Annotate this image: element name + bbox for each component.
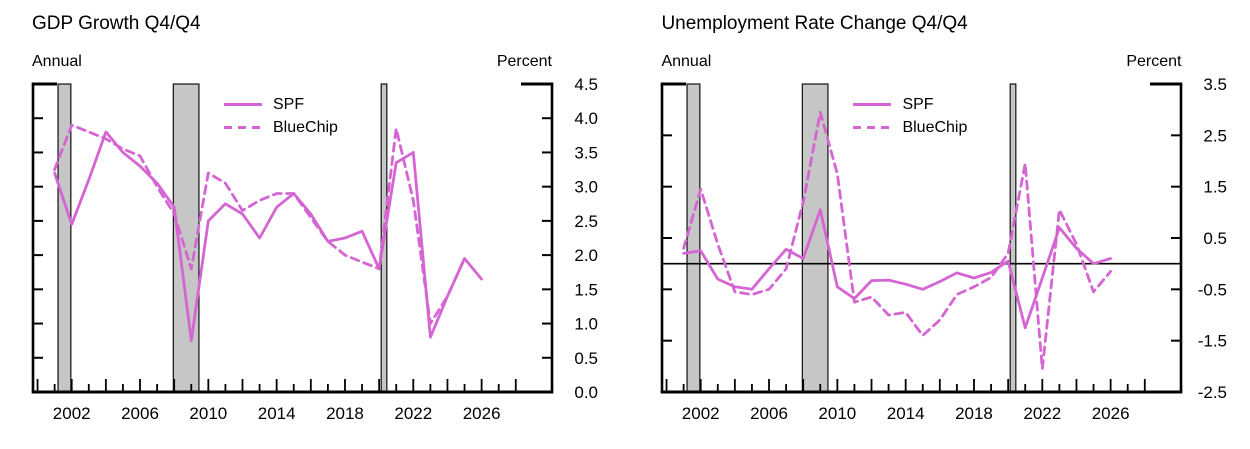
legend: SPF BlueChip xyxy=(853,93,967,139)
spf-line-sample xyxy=(853,103,892,106)
chart-gdp-growth: GDP Growth Q4/Q4 Annual Percent 0.0 0.5 1.… xyxy=(31,13,598,423)
chart-title: GDP Growth Q4/Q4 xyxy=(32,13,201,34)
svg-text:2010: 2010 xyxy=(819,404,857,423)
legend-entry-spf: SPF xyxy=(853,93,967,116)
svg-text:2026: 2026 xyxy=(1092,404,1130,423)
svg-text:-1.5: -1.5 xyxy=(1198,332,1227,351)
svg-text:4.5: 4.5 xyxy=(574,75,598,94)
svg-text:2006: 2006 xyxy=(121,404,159,423)
legend-label-spf: SPF xyxy=(902,95,934,113)
legend: SPF BlueChip xyxy=(224,93,338,139)
svg-text:-0.5: -0.5 xyxy=(1198,280,1227,299)
svg-text:2.0: 2.0 xyxy=(574,246,598,265)
y-axis-unit-label: Percent xyxy=(1126,53,1182,70)
svg-text:2022: 2022 xyxy=(394,404,432,423)
unemployment-rate-change-plot: -2.5 -1.5 -0.5 0.5 1.5 2.5 3.5 2002 2006 2010 2014… xyxy=(661,75,1228,423)
legend-label-bluechip: BlueChip xyxy=(902,118,968,136)
bluechip-line-sample xyxy=(224,126,262,129)
x-axis-unit-label: Annual xyxy=(661,53,712,70)
svg-text:1.5: 1.5 xyxy=(1204,178,1228,197)
svg-text:2006: 2006 xyxy=(751,404,789,423)
legend-entry-bluechip: BlueChip xyxy=(224,116,338,139)
svg-text:1.0: 1.0 xyxy=(574,315,598,334)
svg-text:2014: 2014 xyxy=(258,404,296,423)
svg-text:0.0: 0.0 xyxy=(574,383,598,402)
x-axis-unit-label: Annual xyxy=(32,53,82,70)
svg-text:3.5: 3.5 xyxy=(1204,75,1228,94)
svg-text:2018: 2018 xyxy=(956,404,994,423)
svg-text:2010: 2010 xyxy=(189,404,227,423)
svg-text:2.5: 2.5 xyxy=(574,212,598,231)
legend-label-bluechip: BlueChip xyxy=(273,118,338,136)
svg-text:2026: 2026 xyxy=(463,404,501,423)
chart-title: Unemployment Rate Change Q4/Q4 xyxy=(661,13,968,34)
svg-text:2.5: 2.5 xyxy=(1204,126,1228,145)
svg-text:4.0: 4.0 xyxy=(574,109,598,128)
svg-text:1.5: 1.5 xyxy=(574,280,598,299)
svg-text:3.5: 3.5 xyxy=(574,143,598,162)
svg-text:2002: 2002 xyxy=(682,404,720,423)
legend-label-spf: SPF xyxy=(273,95,305,113)
svg-text:2002: 2002 xyxy=(53,404,91,423)
svg-text:0.5: 0.5 xyxy=(1204,229,1228,248)
svg-text:2022: 2022 xyxy=(1024,404,1062,423)
svg-text:2014: 2014 xyxy=(887,404,925,423)
svg-text:-2.5: -2.5 xyxy=(1198,383,1227,402)
y-axis-unit-label: Percent xyxy=(496,53,552,70)
svg-text:3.0: 3.0 xyxy=(574,178,598,197)
svg-text:2018: 2018 xyxy=(326,404,364,423)
gdp-growth-plot: 0.0 0.5 1.0 1.5 2.0 2.5 3.0 3.5 4.0 4.5 2002 2006 20… xyxy=(31,75,598,423)
spf-line-sample xyxy=(224,103,262,106)
bluechip-line-sample xyxy=(853,126,892,129)
chart-unemployment-rate-change: Unemployment Rate Change Q4/Q4 Annual Pe… xyxy=(629,0,1250,449)
svg-text:0.5: 0.5 xyxy=(574,349,598,368)
legend-entry-bluechip: BlueChip xyxy=(853,116,967,139)
legend-entry-spf: SPF xyxy=(224,93,338,116)
